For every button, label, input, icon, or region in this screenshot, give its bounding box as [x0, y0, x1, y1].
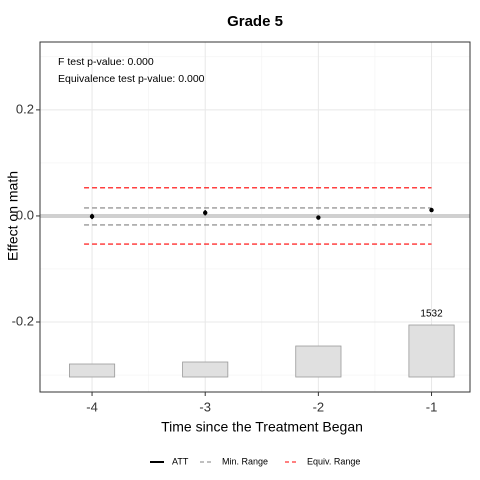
- y-tick-label: -0.2: [12, 313, 34, 328]
- chart-title: Grade 5: [227, 13, 283, 30]
- count-bar: [182, 361, 229, 378]
- count-bar: [295, 345, 342, 378]
- legend-label: ATT: [172, 456, 189, 466]
- annotation: F test p-value: 0.000: [58, 56, 154, 68]
- y-tick-label: 0.2: [16, 101, 34, 116]
- x-axis-label: Time since the Treatment Began: [161, 419, 363, 435]
- att-point: [203, 210, 208, 215]
- x-tick-label: -3: [199, 399, 211, 414]
- x-tick-label: -4: [86, 399, 98, 414]
- count-label: 1532: [420, 309, 443, 320]
- legend-label: Equiv. Range: [307, 456, 360, 466]
- y-axis-label: Effect on math: [5, 171, 21, 261]
- annotation: Equivalence test p-value: 0.000: [58, 73, 205, 85]
- count-bar: [69, 363, 116, 378]
- legend-label: Min. Range: [222, 456, 268, 466]
- count-bar: [408, 324, 455, 378]
- att-point: [316, 215, 321, 220]
- panel-border: [39, 41, 471, 393]
- x-tick-label: -1: [426, 399, 438, 414]
- att-point: [89, 214, 95, 219]
- att-point: [429, 207, 434, 213]
- y-tick-label: 0.0: [16, 207, 34, 222]
- x-tick-label: -2: [313, 399, 325, 414]
